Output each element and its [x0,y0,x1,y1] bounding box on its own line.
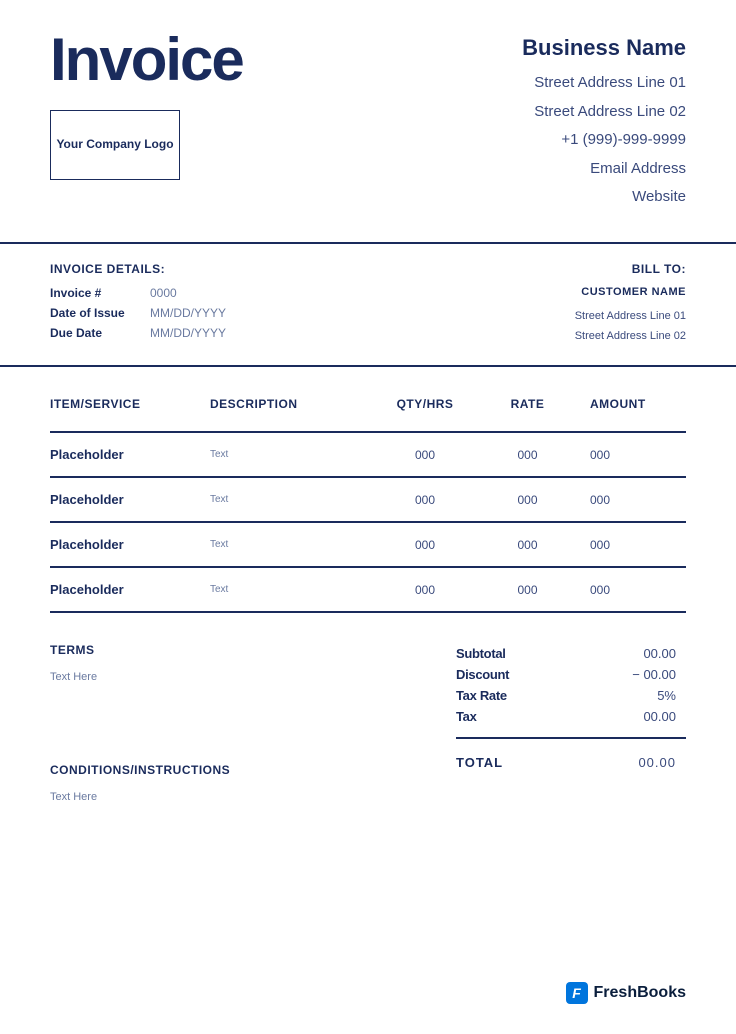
invoice-number-value: 0000 [150,286,177,300]
date-of-issue-value: MM/DD/YYYY [150,306,226,320]
item-name: Placeholder [50,447,210,462]
discount-value: − 00.00 [632,667,686,682]
item-rate: 000 [480,583,575,597]
business-phone: +1 (999)-999-9999 [522,126,686,155]
item-name: Placeholder [50,537,210,552]
totals-block: Subtotal 00.00 Discount − 00.00 Tax Rate… [456,643,686,803]
taxrate-value: 5% [657,688,686,703]
page-title: Invoice [50,30,243,90]
table-row: Placeholder Text 000 000 000 [50,476,686,521]
customer-name: CUSTOMER NAME [575,286,686,298]
customer-address-1: Street Address Line 01 [575,306,686,327]
conditions-text: Text Here [50,791,400,803]
business-email: Email Address [522,155,686,184]
item-amount: 000 [575,448,685,462]
col-header-item: ITEM/SERVICE [50,397,210,411]
item-qty: 000 [370,448,480,462]
subtotal-value: 00.00 [643,646,686,661]
item-description: Text [210,494,370,505]
item-amount: 000 [575,538,685,552]
company-logo-placeholder: Your Company Logo [50,110,180,180]
subtotal-label: Subtotal [456,646,506,661]
item-amount: 000 [575,583,685,597]
business-address-1: Street Address Line 01 [522,69,686,98]
col-header-qty: QTY/HRS [370,397,480,411]
customer-address-2: Street Address Line 02 [575,326,686,347]
item-rate: 000 [480,448,575,462]
col-header-rate: RATE [480,397,575,411]
date-of-issue-label: Date of Issue [50,306,150,320]
item-description: Text [210,449,370,460]
discount-label: Discount [456,667,509,682]
item-description: Text [210,584,370,595]
item-name: Placeholder [50,582,210,597]
item-qty: 000 [370,538,480,552]
col-header-description: DESCRIPTION [210,397,370,411]
item-amount: 000 [575,493,685,507]
invoice-details-label: INVOICE DETAILS: [50,262,226,276]
taxrate-label: Tax Rate [456,688,507,703]
invoice-details-section: INVOICE DETAILS: Invoice # 0000 Date of … [50,244,686,366]
table-row: Placeholder Text 000 000 000 [50,431,686,476]
freshbooks-text: FreshBooks [594,984,686,1002]
table-row: Placeholder Text 000 000 000 [50,566,686,611]
tax-label: Tax [456,709,477,724]
terms-label: TERMS [50,643,400,657]
due-date-value: MM/DD/YYYY [150,326,226,340]
item-description: Text [210,539,370,550]
invoice-header: Invoice Your Company Logo Business Name … [50,30,686,212]
freshbooks-icon: F [566,982,588,1004]
item-rate: 000 [480,538,575,552]
tax-value: 00.00 [643,709,686,724]
invoice-number-label: Invoice # [50,286,150,300]
business-address-2: Street Address Line 02 [522,98,686,127]
item-qty: 000 [370,583,480,597]
table-row: Placeholder Text 000 000 000 [50,521,686,566]
terms-text: Text Here [50,671,400,683]
bill-to-label: BILL TO: [575,262,686,276]
conditions-label: CONDITIONS/INSTRUCTIONS [50,763,400,777]
total-value: 00.00 [638,755,686,770]
due-date-label: Due Date [50,326,150,340]
item-qty: 000 [370,493,480,507]
item-name: Placeholder [50,492,210,507]
total-label: TOTAL [456,755,503,770]
item-rate: 000 [480,493,575,507]
footer-brand: F FreshBooks [566,982,686,1004]
col-header-amount: AMOUNT [575,397,685,411]
business-website: Website [522,183,686,212]
business-name: Business Name [522,35,686,61]
line-items-table: ITEM/SERVICE DESCRIPTION QTY/HRS RATE AM… [50,367,686,613]
